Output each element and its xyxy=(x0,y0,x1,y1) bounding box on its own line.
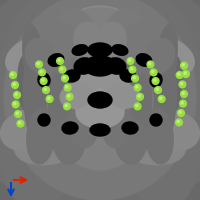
Circle shape xyxy=(137,93,143,100)
Ellipse shape xyxy=(48,54,64,66)
Ellipse shape xyxy=(124,74,152,146)
Ellipse shape xyxy=(126,39,156,109)
Circle shape xyxy=(181,91,187,97)
Ellipse shape xyxy=(64,70,80,82)
Ellipse shape xyxy=(60,32,94,80)
Ellipse shape xyxy=(145,108,173,164)
Ellipse shape xyxy=(108,84,140,108)
Ellipse shape xyxy=(65,59,93,121)
Ellipse shape xyxy=(68,6,132,46)
Circle shape xyxy=(182,64,184,66)
Circle shape xyxy=(134,103,141,110)
Circle shape xyxy=(66,86,68,88)
Circle shape xyxy=(178,73,180,75)
Circle shape xyxy=(133,76,135,79)
Circle shape xyxy=(134,84,141,91)
Circle shape xyxy=(148,62,151,65)
Circle shape xyxy=(156,88,158,90)
Circle shape xyxy=(138,95,140,97)
Circle shape xyxy=(129,66,136,73)
Ellipse shape xyxy=(72,45,88,55)
Circle shape xyxy=(14,92,20,98)
Circle shape xyxy=(132,75,138,82)
Ellipse shape xyxy=(62,122,78,134)
Ellipse shape xyxy=(122,122,138,134)
Ellipse shape xyxy=(76,96,124,128)
Ellipse shape xyxy=(150,114,162,126)
Ellipse shape xyxy=(95,67,129,93)
Circle shape xyxy=(180,100,186,107)
Ellipse shape xyxy=(68,76,132,116)
Circle shape xyxy=(68,95,70,97)
Ellipse shape xyxy=(68,100,98,148)
Circle shape xyxy=(152,78,159,84)
Ellipse shape xyxy=(38,114,50,126)
Circle shape xyxy=(176,119,182,126)
Circle shape xyxy=(15,111,21,117)
Circle shape xyxy=(42,79,44,81)
Circle shape xyxy=(12,101,19,108)
Circle shape xyxy=(43,87,49,93)
Ellipse shape xyxy=(150,73,162,87)
Ellipse shape xyxy=(18,56,34,112)
Circle shape xyxy=(57,58,63,64)
Ellipse shape xyxy=(112,45,128,55)
Circle shape xyxy=(179,81,186,88)
Circle shape xyxy=(17,120,24,127)
Circle shape xyxy=(11,73,13,75)
Ellipse shape xyxy=(4,0,196,200)
Circle shape xyxy=(58,59,60,61)
Circle shape xyxy=(15,93,17,95)
Circle shape xyxy=(16,112,18,114)
Circle shape xyxy=(179,111,181,113)
Circle shape xyxy=(46,96,53,102)
Circle shape xyxy=(180,82,183,85)
Circle shape xyxy=(181,102,183,104)
Circle shape xyxy=(184,72,186,74)
Circle shape xyxy=(158,96,165,102)
Ellipse shape xyxy=(71,67,105,93)
Ellipse shape xyxy=(106,32,140,80)
Ellipse shape xyxy=(38,73,50,87)
Ellipse shape xyxy=(0,0,95,200)
Circle shape xyxy=(160,97,162,99)
Ellipse shape xyxy=(105,9,143,51)
Ellipse shape xyxy=(105,0,200,200)
Ellipse shape xyxy=(144,109,200,151)
Ellipse shape xyxy=(60,24,140,136)
Ellipse shape xyxy=(123,21,157,59)
Circle shape xyxy=(48,97,50,99)
Ellipse shape xyxy=(102,100,132,148)
Ellipse shape xyxy=(90,124,110,136)
Ellipse shape xyxy=(166,56,182,112)
Ellipse shape xyxy=(153,24,177,104)
Ellipse shape xyxy=(114,123,186,165)
Circle shape xyxy=(60,68,63,70)
Ellipse shape xyxy=(88,92,112,108)
Circle shape xyxy=(128,59,131,61)
Circle shape xyxy=(14,102,16,105)
Circle shape xyxy=(39,69,45,76)
Circle shape xyxy=(136,104,138,107)
Ellipse shape xyxy=(107,59,135,121)
Circle shape xyxy=(150,69,157,76)
Circle shape xyxy=(147,61,154,68)
Circle shape xyxy=(155,87,161,93)
Ellipse shape xyxy=(14,123,86,165)
Ellipse shape xyxy=(88,43,112,57)
Ellipse shape xyxy=(44,39,74,109)
Circle shape xyxy=(10,72,16,78)
Ellipse shape xyxy=(74,58,94,74)
Circle shape xyxy=(136,86,138,88)
Ellipse shape xyxy=(145,38,175,74)
Circle shape xyxy=(36,61,42,68)
Circle shape xyxy=(127,58,134,64)
Ellipse shape xyxy=(60,84,92,108)
Circle shape xyxy=(63,76,65,79)
Circle shape xyxy=(13,83,15,85)
Circle shape xyxy=(181,62,187,69)
Circle shape xyxy=(40,70,42,73)
Ellipse shape xyxy=(98,22,126,58)
Ellipse shape xyxy=(43,21,77,59)
